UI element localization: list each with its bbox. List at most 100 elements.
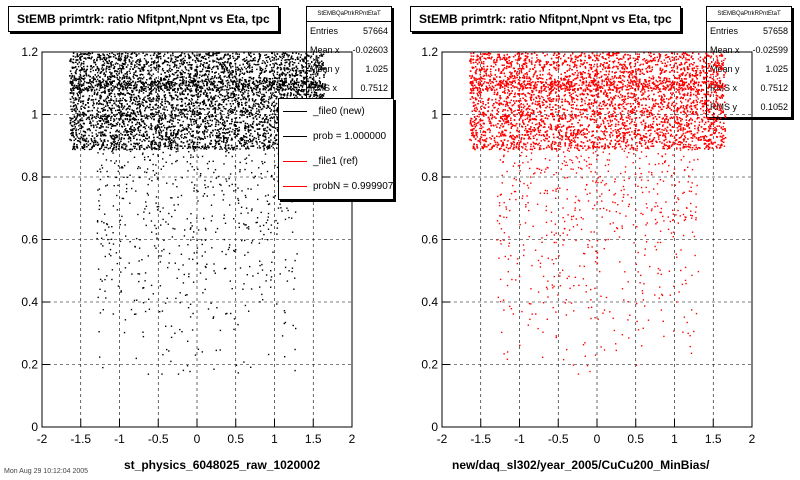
scatter-point [150, 141, 152, 143]
scatter-point [219, 62, 222, 64]
scatter-point [123, 120, 125, 123]
scatter-point [296, 79, 298, 81]
scatter-point [264, 127, 266, 130]
scatter-point [136, 63, 138, 65]
scatter-point [131, 131, 133, 134]
scatter-point [167, 147, 170, 150]
scatter-point [116, 78, 119, 80]
scatter-point [72, 79, 74, 81]
scatter-point [170, 106, 173, 109]
scatter-point [153, 108, 155, 110]
scatter-point [115, 134, 117, 136]
scatter-point [164, 86, 166, 88]
scatter-point [100, 54, 102, 57]
scatter-point [306, 80, 309, 82]
scatter-point [290, 92, 292, 95]
scatter-point [324, 83, 326, 85]
scatter-point [201, 70, 203, 72]
scatter-point [121, 99, 123, 102]
scatter-point [205, 115, 208, 118]
scatter-point [245, 89, 248, 91]
scatter-point [110, 66, 112, 68]
left-stats-row: Entries 57664 [307, 22, 391, 41]
scatter-point [213, 98, 215, 100]
scatter-point [193, 148, 195, 151]
scatter-point [196, 141, 199, 143]
scatter-point [232, 128, 234, 131]
scatter-point [318, 96, 321, 98]
scatter-point [129, 72, 131, 74]
scatter-point [296, 86, 298, 89]
scatter-point [157, 100, 159, 102]
scatter-point [160, 104, 163, 106]
scatter-point [284, 80, 286, 82]
scatter-point [177, 96, 179, 98]
scatter-point [125, 82, 127, 84]
scatter-point [150, 69, 153, 71]
scatter-point [113, 66, 116, 68]
scatter-point [118, 138, 121, 140]
scatter-point [136, 98, 138, 100]
scatter-point [123, 125, 126, 127]
stats-value: 0.1052 [760, 102, 788, 112]
scatter-point [120, 67, 122, 70]
scatter-point [182, 120, 184, 123]
scatter-point [226, 69, 228, 71]
scatter-point [148, 65, 150, 67]
scatter-point [237, 66, 239, 68]
scatter-point [252, 80, 255, 83]
scatter-point [158, 88, 160, 90]
scatter-point [150, 123, 152, 125]
scatter-point [183, 137, 185, 139]
scatter-point [130, 115, 132, 117]
scatter-point [121, 62, 124, 65]
scatter-point [88, 95, 91, 97]
right-stats-name: StEMBQaPtrkRPntEtaT [707, 7, 791, 22]
scatter-point [166, 109, 169, 111]
scatter-point [221, 62, 224, 64]
scatter-point [125, 145, 127, 148]
scatter-point [190, 123, 192, 126]
scatter-point [191, 64, 193, 66]
scatter-point [187, 64, 189, 66]
scatter-point [159, 123, 161, 125]
scatter-point [252, 122, 254, 124]
scatter-point [187, 53, 189, 55]
stats-label: Entries [310, 26, 339, 36]
scatter-point [258, 110, 260, 112]
scatter-point [74, 56, 77, 58]
scatter-point [115, 114, 118, 116]
scatter-point [104, 91, 106, 93]
scatter-point [172, 81, 174, 84]
scatter-point [296, 96, 298, 98]
scatter-point [227, 137, 229, 139]
scatter-point [70, 72, 73, 75]
scatter-point [181, 84, 183, 86]
scatter-point [126, 118, 129, 121]
scatter-point [246, 101, 248, 104]
scatter-point [156, 56, 158, 58]
scatter-point [179, 98, 181, 100]
scatter-point [226, 76, 228, 78]
scatter-point [153, 139, 155, 141]
scatter-point [248, 82, 251, 84]
scatter-point [108, 100, 110, 102]
scatter-point [93, 92, 96, 94]
scatter-point [312, 77, 315, 79]
scatter-point [214, 85, 216, 87]
scatter-point [130, 63, 132, 65]
scatter-point [139, 86, 142, 88]
scatter-point [138, 107, 140, 109]
scatter-point [151, 125, 153, 127]
scatter-point [313, 95, 316, 97]
scatter-point [210, 77, 213, 80]
scatter-point [200, 59, 203, 62]
scatter-point [314, 73, 316, 75]
scatter-point [141, 144, 143, 147]
scatter-point [91, 95, 93, 97]
scatter-point [180, 72, 183, 74]
scatter-point [181, 111, 183, 113]
scatter-point [210, 95, 212, 97]
scatter-point [246, 123, 249, 125]
scatter-point [276, 115, 278, 118]
